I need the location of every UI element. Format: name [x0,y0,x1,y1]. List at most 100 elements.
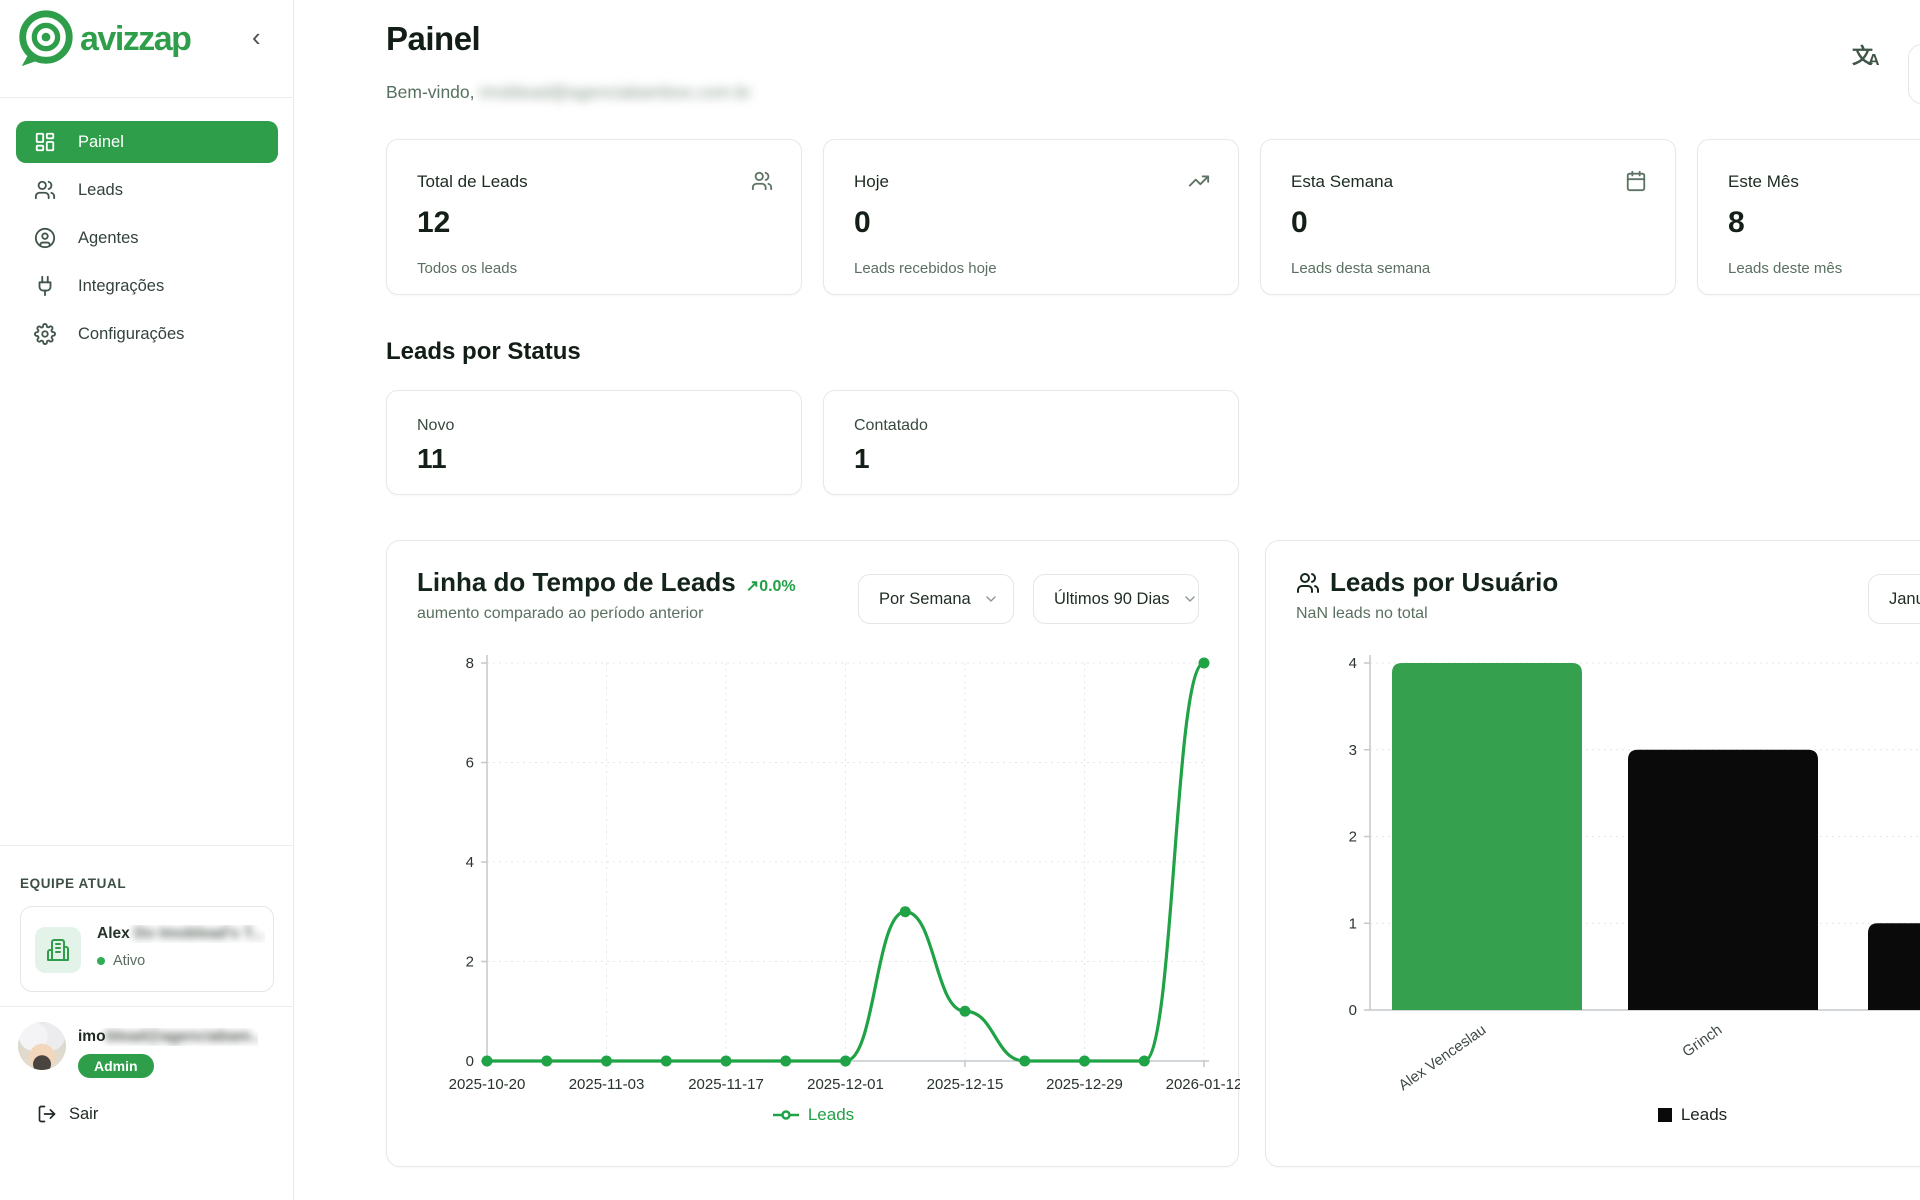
team-status: Ativo [97,953,145,969]
svg-text:2025-12-01: 2025-12-01 [807,1076,884,1093]
sidebar-item-integraes[interactable]: Integrações [16,265,278,307]
stat-card-title: Hoje [854,172,889,191]
sidebar-item-agentes[interactable]: Agentes [16,217,278,259]
timeline-legend: Leads [387,1105,1240,1125]
welcome-text: Bem-vindo, imoblead@agenciabamboo.com.br [386,82,752,102]
period-dropdown[interactable]: Por Semana [858,574,1014,624]
stat-card-total-de-leads: Total de Leads 12 Todos os leads [386,139,802,295]
page-title: Painel [386,20,481,57]
svg-text:2025-11-03: 2025-11-03 [569,1076,645,1093]
brand-logo: avizzap [14,8,192,70]
svg-text:0: 0 [1349,1002,1357,1019]
calendar-icon [1626,170,1646,192]
gear-icon [34,323,56,345]
divider [0,845,294,846]
svg-text:6: 6 [466,755,474,772]
status-card-label: Novo [417,417,455,434]
svg-text:2025-11-17: 2025-11-17 [688,1076,764,1093]
active-status-dot [97,957,105,965]
stat-card-value: 8 [1728,206,1745,239]
leads-by-user-card: Leads por Usuário NaN leads no total Jan… [1265,540,1920,1167]
svg-text:2025-12-15: 2025-12-15 [927,1076,1004,1093]
user-avatar[interactable] [18,1022,66,1070]
timeline-chart-title: Linha do Tempo de Leads ↗0.0% [417,567,796,597]
sidebar-collapse-icon[interactable]: ‹ [252,22,261,52]
sidebar-item-label: Integrações [78,276,165,295]
team-section-label: EQUIPE ATUAL [20,876,127,891]
leads-timeline-line-chart: 0 2 4 6 8 2025-10-20 2025-11-03 2025-11-17 2025-… [449,655,1240,1093]
avizzap-logo-icon [19,10,73,67]
line-legend-marker-icon [772,1110,799,1120]
logout-button[interactable]: Sair [37,1104,98,1124]
svg-text:4: 4 [466,854,474,871]
sidebar-item-painel[interactable]: Painel [16,121,278,163]
current-team-card[interactable]: Alex Do Imoblead's T... Ativo [20,906,274,992]
svg-text:3: 3 [1349,742,1357,759]
svg-text:2: 2 [1349,829,1357,846]
status-section-title: Leads por Status [386,338,581,365]
stat-card-subtitle: Leads deste mês [1728,260,1843,277]
sidebar-item-label: Leads [78,180,123,199]
chevron-down-icon [1184,596,1195,602]
stat-card-subtitle: Leads desta semana [1291,260,1431,277]
range-dropdown[interactable]: Últimos 90 Dias [1033,574,1199,624]
building-icon [35,927,81,973]
stat-card-esta-semana: Esta Semana 0 Leads desta semana [1260,139,1676,295]
stat-card-hoje: Hoje 0 Leads recebidos hoje [823,139,1239,295]
sidebar-item-label: Configurações [78,324,185,343]
agent-circle-icon [34,227,56,249]
sidebar-nav: Painel Leads Agentes Integrações Configuraçõ… [16,121,278,361]
dashboard-icon [35,132,55,152]
status-card-contatado: Contatado 1 [823,390,1239,495]
svg-text:2: 2 [466,954,474,971]
status-card-label: Contatado [854,417,928,434]
svg-text:2026-01-12: 2026-01-12 [1166,1076,1240,1093]
svg-text:Grinch: Grinch [1679,1021,1725,1060]
status-card-value: 1 [854,443,870,474]
plug-icon [38,275,52,297]
stat-card-value: 0 [1291,206,1308,239]
stat-card-subtitle: Todos os leads [417,260,518,277]
svg-text:0: 0 [466,1053,474,1070]
users-icon [751,171,773,191]
svg-text:1: 1 [1349,915,1357,932]
admin-role-badge: Admin [78,1054,154,1078]
leads-timeline-card: Linha do Tempo de Leads ↗0.0% aumento com… [386,540,1240,1167]
sidebar-item-configuraes[interactable]: Configurações [16,313,278,355]
user-chart-subtitle: NaN leads no total [1296,605,1428,622]
user-email: imoblead@agenciabam... [78,1028,258,1045]
team-name: Alex Do Imoblead's T... [97,925,265,942]
bar-legend-marker-icon [1657,1108,1672,1122]
language-translate-icon[interactable]: 文 A [1852,45,1880,69]
svg-text:2025-10-20: 2025-10-20 [449,1076,526,1093]
sidebar: avizzap ‹ Painel Leads Agentes Integrações C… [0,0,294,1200]
users-icon [34,180,56,200]
stat-card-title: Esta Semana [1291,172,1394,191]
sidebar-item-leads[interactable]: Leads [16,169,278,211]
team-status-label: Ativo [113,953,146,969]
trending-up-icon [1188,175,1210,187]
stat-card-value: 12 [417,206,451,239]
logout-icon [38,1105,56,1123]
stat-card-value: 0 [854,206,871,239]
stat-card-title: Este Mês [1728,172,1799,191]
month-dropdown-partial[interactable]: Januar [1868,574,1920,624]
change-percent-badge: ↗0.0% [745,578,796,595]
chevron-down-icon [986,596,996,602]
divider [0,1006,294,1007]
status-card-novo: Novo 11 [386,390,802,495]
logout-label: Sair [69,1104,99,1123]
svg-text:8: 8 [466,655,474,672]
welcome-email: imoblead@agenciabamboo.com.br [479,82,752,102]
svg-text:Alex Venceslau: Alex Venceslau [1396,1021,1490,1094]
sidebar-item-label: Agentes [78,228,139,247]
stat-card-este-m-s: Este Mês 8 Leads deste mês [1697,139,1920,295]
svg-text:2025-12-29: 2025-12-29 [1046,1076,1123,1093]
language-select-button-partial[interactable] [1908,44,1920,104]
stat-card-title: Total de Leads [417,172,528,191]
stat-card-subtitle: Leads recebidos hoje [854,260,997,277]
sidebar-item-label: Painel [78,132,124,151]
status-card-value: 11 [417,443,447,474]
